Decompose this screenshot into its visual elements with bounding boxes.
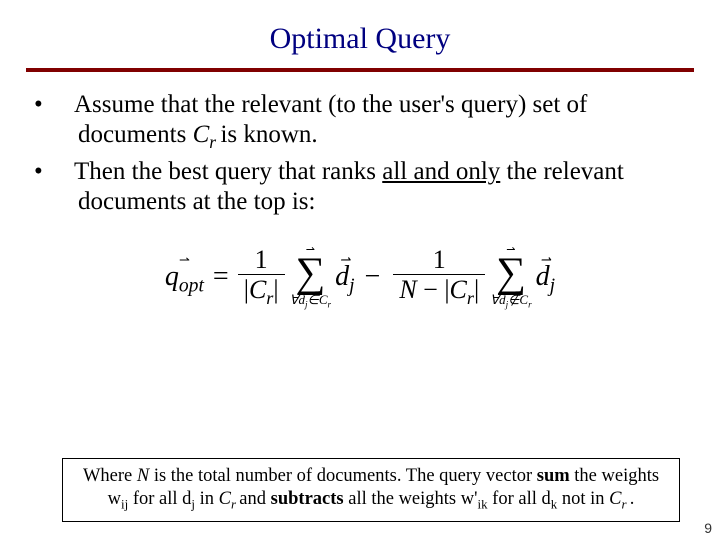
fn-subtracts: subtracts [271,489,344,509]
fn-mid7: not in [557,489,609,509]
bullet-1: •Assume that the relevant (to the user's… [58,90,680,153]
fn-sum: sum [537,466,570,486]
sum-1-limit: ∀dj∈Cr [290,293,331,310]
fn-mid5: all the weights [344,489,461,509]
bullet-dot-icon: • [54,90,74,120]
footnote: Where N is the total number of documents… [62,458,680,522]
bullet-1-sub: r [209,132,220,152]
fn-period: . [630,489,635,509]
title-divider [26,68,694,72]
minus-sign: − [365,261,381,293]
slide: Optimal Query •Assume that the relevant … [0,0,720,540]
frac-2: 1 N − |Cr| [393,247,485,307]
frac-1-den: |Cr| [238,274,285,307]
fn-N: N [137,466,149,486]
q-var: q [165,261,179,292]
q-sub: opt [179,276,204,297]
frac-1-num: 1 [251,247,272,274]
bullet-1-var: C [193,121,210,148]
dj-2: ⇀ dj [536,257,555,298]
bullet-1-text-pre: Assume that the relevant (to the user's … [74,91,587,148]
bullet-list: •Assume that the relevant (to the user's… [58,90,680,217]
sum-2-limit: ∀dj∉Cr [490,293,531,310]
sum-2: ⇀ ∑ ∀dj∉Cr [490,245,531,309]
fn-mid6: for all d [488,489,551,509]
bullet-2: •Then the best query that ranks all and … [58,157,680,217]
frac-1: 1 |Cr| [238,247,285,307]
frac-2-den: N − |Cr| [393,274,485,307]
bullet-2-underline: all and only [382,158,500,185]
fn-ik: ik [477,497,487,512]
fn-r2: r [621,497,629,512]
dj-1: ⇀ dj [335,257,354,298]
fn-Cr: C [219,489,231,509]
slide-title: Optimal Query [0,0,720,66]
sum-1: ⇀ ∑ ∀dj∈Cr [290,245,331,309]
bullet-dot-icon: • [54,157,74,187]
fn-pre: Where [83,466,137,486]
formula-row: ⇀ qopt = 1 |Cr| ⇀ ∑ ∀dj∈Cr ⇀ dj − 1 N − … [165,245,555,309]
bullet-2-text-pre: Then the best query that ranks [74,158,382,185]
page-number: 9 [704,520,712,536]
sigma-icon: ∑ [496,255,526,293]
equals-sign: = [213,261,229,293]
fn-mid3: for all d [128,489,191,509]
fn-mid1: is the total number of documents. The qu… [149,466,537,486]
fn-Cr2: C [609,489,621,509]
formula: ⇀ qopt = 1 |Cr| ⇀ ∑ ∀dj∈Cr ⇀ dj − 1 N − … [0,245,720,309]
sigma-icon: ∑ [295,255,325,293]
fn-w: w [108,489,121,509]
q-opt: ⇀ qopt [165,257,204,298]
fn-and: and [239,489,270,509]
fn-wprime: w' [461,489,478,509]
frac-2-num: 1 [429,247,450,274]
fn-mid2: the weights [570,466,659,486]
bullet-1-text-post: is known. [220,121,317,148]
fn-mid4: in [195,489,219,509]
